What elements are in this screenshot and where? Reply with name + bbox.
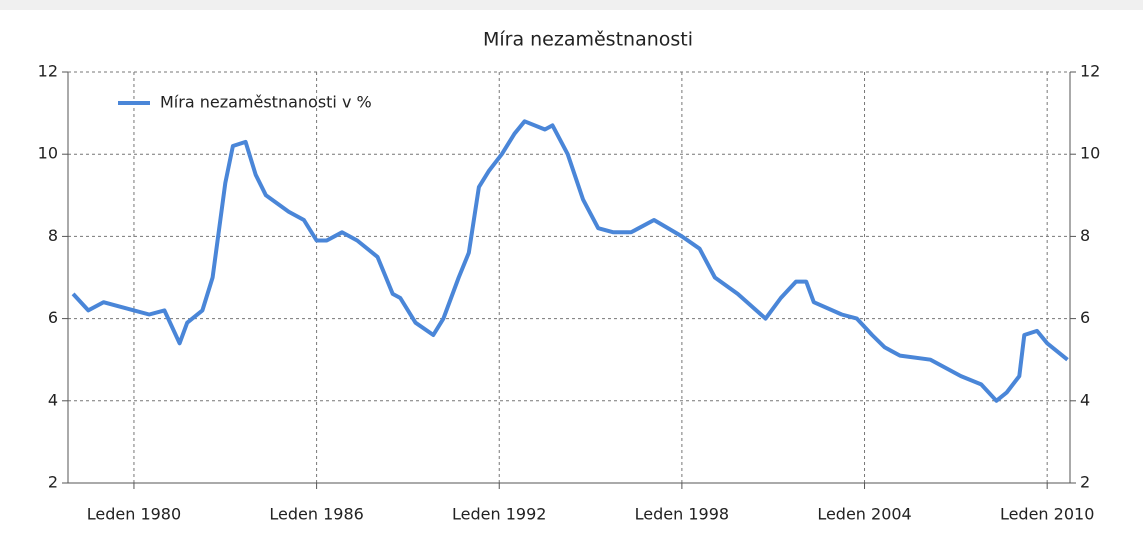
y2-tick-label: 10 xyxy=(1080,144,1100,163)
y2-tick-label: 6 xyxy=(1080,308,1090,327)
data-line xyxy=(71,119,1069,403)
x-tick-label: Leden 2004 xyxy=(817,505,911,524)
y-tick-label: 8 xyxy=(48,226,58,245)
y-tick-label: 2 xyxy=(48,473,58,492)
x-tick-label: Leden 1998 xyxy=(635,505,729,524)
y-tick-label: 6 xyxy=(48,308,58,327)
y-tick-label: 10 xyxy=(38,144,58,163)
x-tick-label: Leden 2010 xyxy=(1000,505,1094,524)
y-tick-label: 4 xyxy=(48,390,58,409)
y2-tick-label: 2 xyxy=(1080,473,1090,492)
chart-title: Míra nezaměstnanosti xyxy=(483,29,693,51)
x-tick-label: Leden 1992 xyxy=(452,505,546,524)
y2-tick-label: 12 xyxy=(1080,62,1100,81)
x-tick-label: Leden 1986 xyxy=(269,505,363,524)
top-band xyxy=(0,0,1143,10)
legend-label: Míra nezaměstnanosti v % xyxy=(160,93,372,112)
y2-tick-label: 8 xyxy=(1080,226,1090,245)
x-tick-label: Leden 1980 xyxy=(87,505,181,524)
y2-tick-label: 4 xyxy=(1080,390,1090,409)
y-tick-label: 12 xyxy=(38,62,58,81)
